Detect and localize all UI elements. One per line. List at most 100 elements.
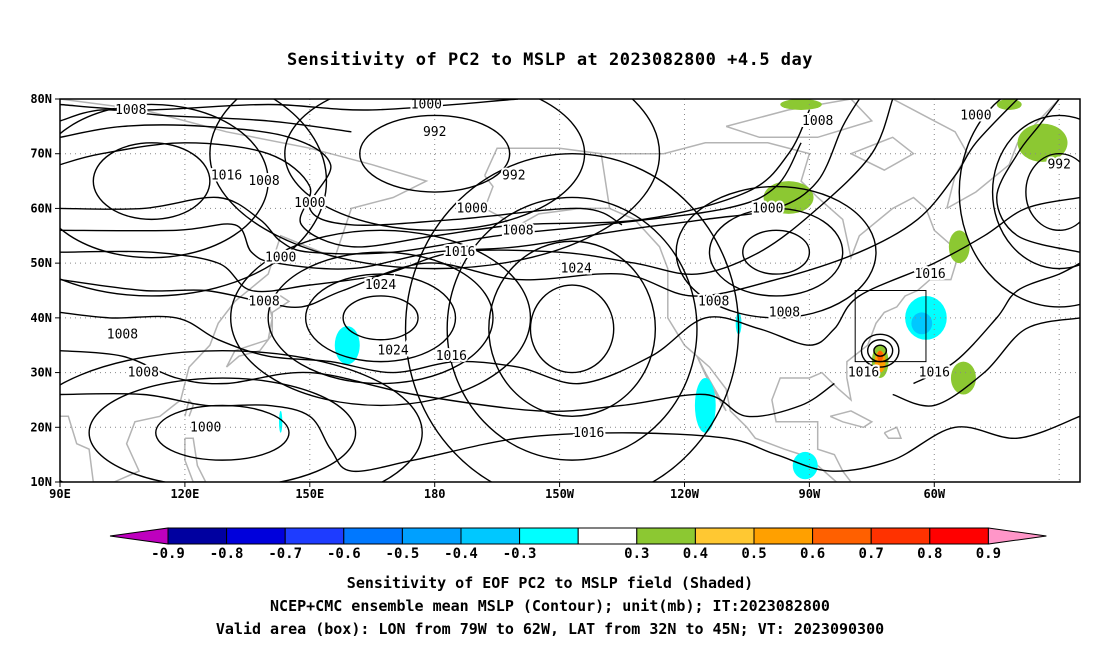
coastline-segment	[60, 99, 429, 482]
contour-label: 1008	[107, 327, 138, 342]
longitude-tick-label: 60W	[923, 487, 945, 501]
contour-label: 1024	[365, 278, 396, 293]
sensitivity-shade-region	[950, 361, 976, 395]
latitude-tick-label: 20N	[30, 420, 52, 434]
contour-label: 1000	[457, 201, 488, 216]
contour-label: 1000	[752, 201, 783, 216]
contour-label: 1000	[265, 251, 296, 266]
colorbar-tick-label: -0.3	[503, 546, 537, 562]
isobar-line	[60, 392, 1080, 473]
contour-label: 1000	[960, 108, 991, 123]
colorbar-tick-label: -0.4	[444, 546, 478, 562]
valid-area-rectangle	[854, 290, 927, 363]
low-pressure-isobar	[860, 333, 900, 368]
isobar-line	[60, 99, 1019, 308]
colorbar-swatch	[343, 527, 403, 545]
colorbar-tick-label: 0.5	[741, 546, 766, 562]
isobar-line	[60, 99, 894, 293]
colorbar-swatch	[870, 527, 931, 545]
sensitivity-shade-region	[911, 312, 933, 335]
isobar-line	[892, 317, 1080, 407]
coastline-segment	[883, 426, 903, 439]
colorbar-swatch	[929, 527, 989, 545]
caption-contour: NCEP+CMC ensemble mean MSLP (Contour); u…	[270, 597, 830, 615]
colorbar-left-arrow	[109, 527, 169, 545]
isobar-line	[913, 262, 1080, 385]
sensitivity-shade-region	[948, 230, 970, 264]
latitude-tick-label: 70N	[30, 147, 52, 161]
sensitivity-shading-layer	[278, 99, 1068, 480]
longitude-tick-label: 150E	[295, 487, 324, 501]
latitude-tick-label: 30N	[30, 366, 52, 380]
coastline-segment	[829, 410, 874, 429]
low-pressure-isobar	[675, 185, 877, 319]
colorbar-swatch	[284, 527, 345, 545]
contour-label: 1016	[919, 366, 950, 381]
colorbar-tick-label: 0.4	[683, 546, 708, 562]
colorbar-swatch	[694, 527, 755, 545]
low-pressure-isobar	[958, 99, 1080, 308]
low-pressure-isobar	[742, 229, 811, 275]
high-pressure-isobar	[488, 240, 657, 418]
sensitivity-shade-region	[1017, 123, 1068, 162]
latitude-tick-label: 50N	[30, 256, 52, 270]
contour-label: 1008	[502, 223, 533, 238]
low-pressure-isobar	[209, 99, 661, 270]
coastline-segment	[483, 147, 611, 232]
colorbar-tick-label: -0.6	[327, 546, 361, 562]
colorbar-right-arrow	[987, 527, 1047, 545]
map-frame	[59, 98, 1081, 483]
longitude-tick-label: 90W	[799, 487, 821, 501]
coastline-segment	[225, 295, 291, 368]
contour-label: 1016	[211, 169, 242, 184]
colorbar-swatch	[167, 527, 228, 545]
latitude-tick-label: 80N	[30, 92, 52, 106]
contour-label: 1008	[248, 294, 279, 309]
contour-label: 1000	[190, 420, 221, 435]
high-pressure-isobar	[304, 273, 457, 363]
low-pressure-isobar	[155, 404, 290, 461]
contour-label: 1000	[294, 196, 325, 211]
contour-label: 1016	[436, 349, 467, 364]
low-pressure-isobar	[92, 142, 211, 221]
longitude-tick-label: 120E	[170, 487, 199, 501]
colorbar-tick-label: -0.8	[210, 546, 244, 562]
colorbar-tick-label: -0.9	[151, 546, 185, 562]
isobar-line	[60, 350, 835, 418]
coastline-segment	[184, 437, 207, 482]
isobar-line	[60, 142, 802, 255]
colorbar-tick-label: 0.9	[976, 546, 1001, 562]
colorbar-swatch	[636, 527, 696, 545]
contour-label: 1016	[914, 267, 945, 282]
colorbar-swatch	[753, 527, 814, 545]
low-pressure-isobar	[873, 344, 888, 357]
low-pressure-isobar	[284, 99, 586, 231]
contour-label: 1000	[411, 97, 442, 112]
colorbar-swatch	[460, 527, 521, 545]
contour-label: 992	[502, 169, 525, 184]
colorbar-swatch	[577, 527, 638, 545]
sensitivity-shade-region	[694, 378, 716, 433]
contour-label-layer: 1008 1000 992 1008 1000 992 1016 1008 1000 992 100…	[105, 97, 1073, 443]
sensitivity-shade-region	[763, 181, 814, 214]
sensitivity-shade-region	[334, 326, 360, 365]
low-pressure-isobar	[991, 114, 1080, 270]
longitude-tick-label: 180	[424, 487, 446, 501]
high-pressure-isobar	[229, 229, 532, 407]
isobar-line	[60, 196, 1080, 385]
high-pressure-isobar	[529, 284, 615, 374]
contour-label: 992	[423, 125, 446, 140]
coastline-segment	[725, 99, 874, 139]
low-pressure-isobar	[708, 207, 844, 297]
sensitivity-shade-region	[780, 99, 822, 110]
coastline-segment	[601, 142, 961, 482]
contour-label: 1024	[561, 262, 592, 277]
colorbar-swatch	[401, 527, 462, 545]
contour-label: 1008	[769, 305, 800, 320]
latitude-tick-label: 40N	[30, 311, 52, 325]
colorbar-swatch	[226, 527, 286, 545]
contour-label: 1008	[248, 174, 279, 189]
coastline-segment	[850, 136, 915, 171]
colorbar-tick-label: -0.5	[386, 546, 420, 562]
